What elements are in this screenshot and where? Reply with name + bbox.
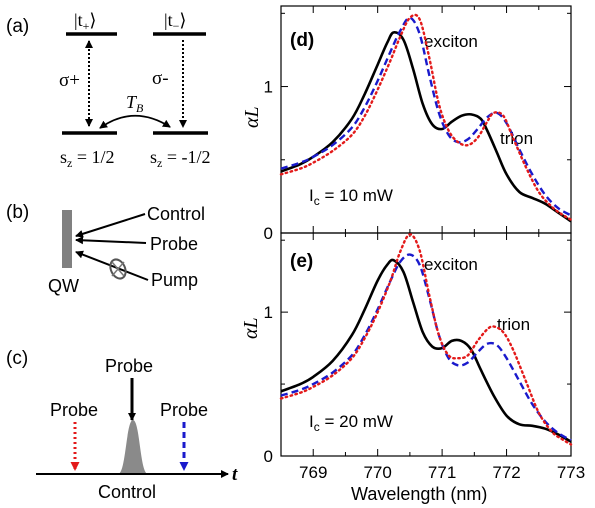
chart-d-panel-label: (d) xyxy=(290,30,314,51)
panel-c-label: (c) xyxy=(6,348,28,369)
control-label: Control xyxy=(147,204,205,224)
chart-d-exciton-label: exciton xyxy=(424,32,478,51)
probe-left-label: Probe xyxy=(50,400,98,420)
x-tick-label: 771 xyxy=(428,463,456,482)
panel-c: (c) Probe Probe Probe t Control xyxy=(6,348,238,502)
chart-e-panel-label: (e) xyxy=(290,251,313,272)
chart-e-ylabel: αL xyxy=(240,317,262,339)
probe-right-label: Probe xyxy=(160,400,208,420)
y-tick-label: 0 xyxy=(264,224,273,243)
spin-flip-tb-arrow xyxy=(100,116,170,128)
x-tick-label: 772 xyxy=(492,463,520,482)
chart-e-exciton-label: exciton xyxy=(424,255,478,274)
chart-d-ylabel: αL xyxy=(241,106,263,128)
panel-a-label: (a) xyxy=(6,16,29,37)
chart-e-annotation: Ic = 20 mW xyxy=(309,412,393,434)
x-tick-label: 770 xyxy=(363,463,391,482)
sigma-plus-label: σ+ xyxy=(59,70,80,91)
probe-center-label: Probe xyxy=(105,356,153,376)
panel-b-label: (b) xyxy=(6,202,29,223)
chart-d: (d) exciton trion Ic = 10 mW αL 01 xyxy=(241,6,571,243)
sz-right-label: sz = -1/2 xyxy=(150,147,211,170)
y-tick-label: 1 xyxy=(264,78,273,97)
panel-b: (b) QW Control Probe Pump xyxy=(6,202,205,296)
chart-e: (e) exciton trion Ic = 20 mW αL Waveleng… xyxy=(240,233,585,504)
x-tick-label: 769 xyxy=(299,463,327,482)
quantum-well-sample xyxy=(62,210,72,268)
x-tick-label: 773 xyxy=(557,463,585,482)
level-tplus-label: |t+⟩ xyxy=(74,10,96,33)
tb-label: TB xyxy=(126,92,144,115)
y-tick-label: 0 xyxy=(264,447,273,466)
chart-d-annotation: Ic = 10 mW xyxy=(309,186,393,208)
chopper-wheel-icon xyxy=(107,257,128,281)
pump-label: Pump xyxy=(151,270,198,290)
chart-e-xlabel: Wavelength (nm) xyxy=(351,484,487,504)
control-pulse-label: Control xyxy=(98,482,156,502)
sz-left-label: sz = 1/2 xyxy=(60,147,115,170)
qw-label: QW xyxy=(48,276,79,296)
level-tminus-label: |t−⟩ xyxy=(164,10,186,33)
control-beam-arrow xyxy=(76,214,145,236)
probe-beam-arrow xyxy=(76,240,146,243)
y-tick-label: 1 xyxy=(264,303,273,322)
control-pulse xyxy=(118,420,148,474)
time-axis-label: t xyxy=(232,464,238,485)
probe-label: Probe xyxy=(150,234,198,254)
panel-a: (a) |t+⟩ |t−⟩ σ+ σ- TB sz = 1/2 sz = -1/… xyxy=(6,10,211,170)
sigma-minus-label: σ- xyxy=(152,68,169,89)
